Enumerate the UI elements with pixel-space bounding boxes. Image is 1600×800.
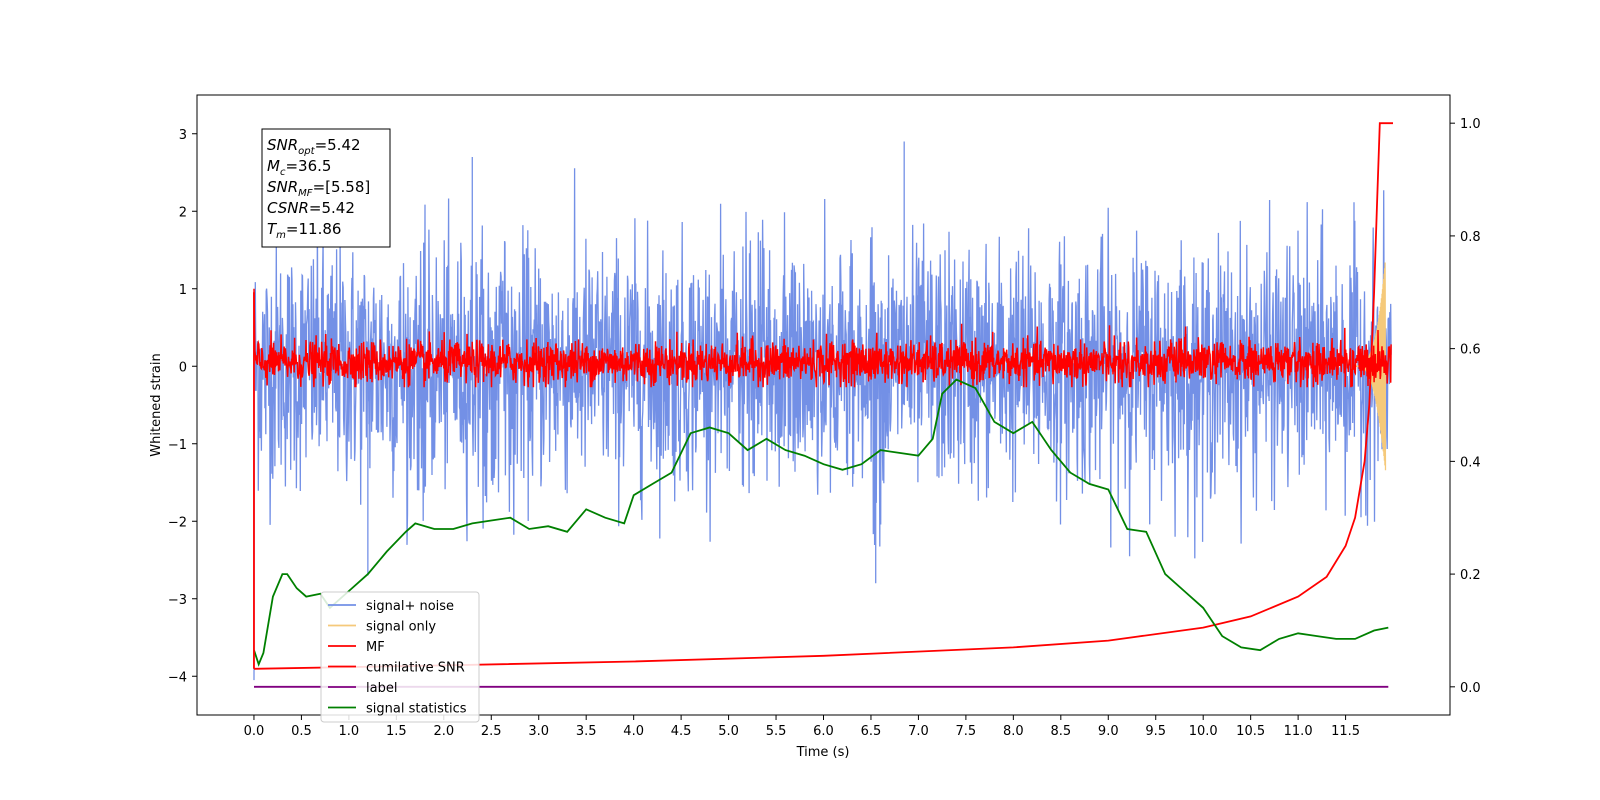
- legend-label: label: [366, 681, 397, 696]
- x-tick-label: 11.5: [1331, 724, 1360, 739]
- x-tick-label: 8.5: [1050, 724, 1071, 739]
- x-tick-label: 0.5: [291, 724, 312, 739]
- x-tick-label: 1.5: [386, 724, 407, 739]
- x-tick-label: 2.5: [481, 724, 502, 739]
- x-tick-label: 9.0: [1098, 724, 1119, 739]
- y2-tick-label: 0.4: [1460, 455, 1481, 470]
- y2-tick-label: 0.0: [1460, 681, 1481, 696]
- x-tick-label: 7.5: [956, 724, 977, 739]
- y-tick-label: 3: [179, 128, 187, 143]
- series-cumulative-snr: [253, 122, 1393, 670]
- x-tick-label: 3.0: [528, 724, 549, 739]
- x-tick-label: 8.0: [1003, 724, 1024, 739]
- x-tick-label: 7.0: [908, 724, 929, 739]
- x-tick-label: 5.0: [718, 724, 739, 739]
- y-tick-label: −2: [168, 515, 187, 530]
- x-tick-label: 10.5: [1236, 724, 1265, 739]
- y-tick-label: −3: [168, 593, 187, 608]
- y-tick-label: 2: [179, 205, 187, 220]
- stat-csnr: CSNR=5.42: [267, 199, 355, 217]
- y-axis-left: 3 2 1 0 −1 −2 −3 −4: [168, 128, 197, 685]
- x-tick-label: 9.5: [1145, 724, 1166, 739]
- legend-label: signal only: [366, 620, 436, 635]
- y2-tick-label: 1.0: [1460, 117, 1481, 132]
- stat-mc: Mc=36.5: [267, 157, 331, 178]
- stat-snr-mf: SNRMF=[5.58]: [267, 178, 370, 199]
- x-tick-label: 1.0: [339, 724, 360, 739]
- legend: signal+ noise signal only MF cumilative SNR…: [320, 591, 480, 723]
- x-tick-label: 4.0: [623, 724, 644, 739]
- x-tick-label: 4.5: [671, 724, 692, 739]
- legend-label: signal statistics: [366, 702, 467, 717]
- y-axis-label: Whitened strain: [149, 353, 164, 456]
- stat-snr-opt: SNRopt=5.42: [267, 136, 361, 157]
- x-tick-label: 6.0: [813, 724, 834, 739]
- y-tick-label: 0: [179, 360, 187, 375]
- x-tick-label: 10.0: [1189, 724, 1218, 739]
- y-tick-label: −1: [168, 438, 187, 453]
- y-tick-label: −4: [168, 670, 187, 685]
- legend-label: cumilative SNR: [366, 661, 465, 676]
- x-tick-label: 2.0: [433, 724, 454, 739]
- series-mf: [253, 288, 1392, 388]
- y-axis-right: 1.0 0.8 0.6 0.4 0.2 0.0: [1450, 117, 1481, 696]
- x-tick-label: 0.0: [244, 724, 265, 739]
- x-axis: 0.0 0.5 1.0 1.5 2.0 2.5 3.0 3.5 4.0 4.5 5.0 5.5 6.0 6…: [244, 715, 1360, 739]
- legend-label: MF: [366, 640, 385, 655]
- y2-tick-label: 0.6: [1460, 343, 1481, 358]
- y-tick-label: 1: [179, 283, 187, 298]
- y2-tick-label: 0.2: [1460, 568, 1481, 583]
- stat-tm: Tm=11.86: [267, 220, 341, 241]
- x-tick-label: 3.5: [576, 724, 597, 739]
- series-signal-statistics: [253, 378, 1389, 667]
- x-tick-label: 11.0: [1284, 724, 1313, 739]
- stats-box: SNRopt=5.42 Mc=36.5 SNRMF=[5.58] CSNR=5.…: [261, 128, 391, 248]
- x-axis-label: Time (s): [796, 745, 850, 760]
- x-tick-label: 6.5: [861, 724, 882, 739]
- x-tick-label: 5.5: [766, 724, 787, 739]
- legend-label: signal+ noise: [366, 599, 454, 614]
- y2-tick-label: 0.8: [1460, 230, 1481, 245]
